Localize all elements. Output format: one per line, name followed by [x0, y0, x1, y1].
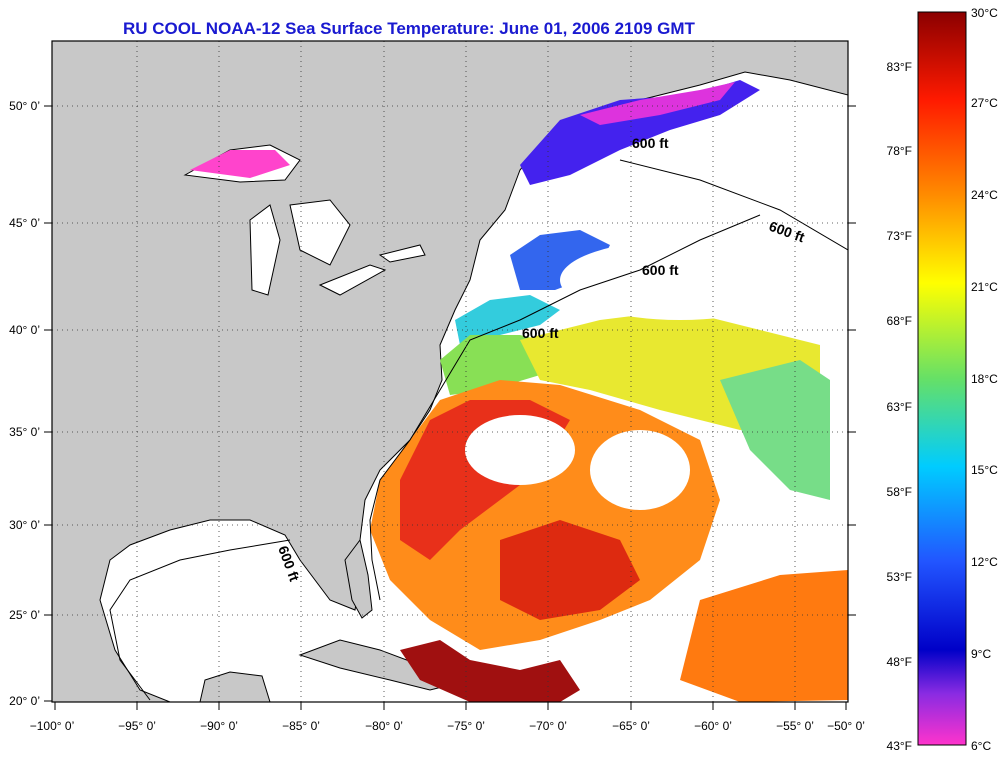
colorbar-fahrenheit-labels: 83°F 78°F 73°F 68°F 63°F 58°F 53°F 48°F …: [887, 60, 912, 753]
lat-tick-label: 50° 0’: [9, 99, 40, 113]
lon-tick-label: −75° 0’: [447, 719, 485, 733]
lon-tick-label: −65° 0’: [612, 719, 650, 733]
sst-magenta-stlawrence: [580, 82, 735, 125]
lat-labels: 50° 0’ 45° 0’ 40° 0’ 35° 0’ 30° 0’ 25° 0…: [9, 99, 40, 708]
lon-tick-label: −90° 0’: [200, 719, 238, 733]
lat-tick-label: 20° 0’: [9, 694, 40, 708]
lat-tick-label: 35° 0’: [9, 425, 40, 439]
isobath-line: [109, 159, 848, 701]
sst-green-east: [720, 360, 830, 500]
axis-ticks: [44, 105, 856, 710]
celsius-label: 27°C: [971, 96, 998, 110]
lon-tick-label: −70° 0’: [529, 719, 567, 733]
lake-erie: [318, 264, 387, 296]
celsius-label: 21°C: [971, 280, 998, 294]
celsius-label: 24°C: [971, 188, 998, 202]
yucatan-land: [199, 671, 271, 702]
graticule: [52, 41, 848, 702]
sst-cyan-shelf: [455, 295, 560, 345]
map-frame: [51, 40, 849, 703]
sst-magenta-superior: [190, 150, 290, 178]
lat-tick-label: 45° 0’: [9, 216, 40, 230]
celsius-label: 6°C: [971, 739, 991, 753]
sst-red-south: [500, 520, 640, 620]
celsius-label: 30°C: [971, 6, 998, 20]
fahrenheit-label: 58°F: [887, 485, 912, 499]
colorbar: [917, 11, 967, 746]
lon-tick-label: −60° 0’: [694, 719, 732, 733]
lake-huron: [289, 199, 351, 266]
fahrenheit-label: 68°F: [887, 314, 912, 328]
lon-tick-label: −95° 0’: [118, 719, 156, 733]
celsius-label: 9°C: [971, 647, 991, 661]
lake-michigan: [249, 204, 281, 296]
lon-tick-label: −100° 0’: [30, 719, 75, 733]
sst-orange-southeast: [680, 570, 848, 702]
lon-tick-label: −55° 0’: [776, 719, 814, 733]
florida-land: [344, 538, 373, 619]
isobath-label: 600 ft: [522, 325, 559, 341]
fahrenheit-label: 63°F: [887, 400, 912, 414]
cloud-patch: [565, 630, 675, 690]
colorbar-celsius-labels: 30°C 27°C 24°C 21°C 18°C 15°C 12°C 9°C 6…: [971, 6, 998, 753]
fahrenheit-label: 48°F: [887, 655, 912, 669]
cloud-patch: [720, 510, 840, 570]
lon-labels: −100° 0’ −95° 0’ −90° 0’ −85° 0’ −80° 0’…: [30, 719, 865, 733]
fahrenheit-label: 43°F: [887, 739, 912, 753]
cloud-patch: [465, 415, 575, 485]
isobath-label: 600 ft: [642, 262, 679, 278]
lon-tick-label: −80° 0’: [365, 719, 403, 733]
fahrenheit-label: 73°F: [887, 229, 912, 243]
fahrenheit-label: 78°F: [887, 144, 912, 158]
celsius-label: 12°C: [971, 555, 998, 569]
cloud-patch: [560, 240, 800, 320]
lon-tick-label: −50° 0’: [827, 719, 865, 733]
sst-blue-stlawrence: [520, 80, 760, 185]
sst-darkred-caribbean: [400, 640, 580, 702]
lon-tick-label: −85° 0’: [282, 719, 320, 733]
isobath-label: 600 ft: [632, 135, 669, 151]
lat-tick-label: 40° 0’: [9, 323, 40, 337]
lat-tick-label: 25° 0’: [9, 608, 40, 622]
cloud-patch: [590, 430, 690, 510]
celsius-label: 18°C: [971, 372, 998, 386]
celsius-label: 15°C: [971, 463, 998, 477]
fahrenheit-label: 53°F: [887, 570, 912, 584]
lake-ontario: [378, 244, 426, 263]
fahrenheit-label: 83°F: [887, 60, 912, 74]
map-title: RU COOL NOAA-12 Sea Surface Temperature:…: [123, 19, 695, 38]
lat-tick-label: 30° 0’: [9, 518, 40, 532]
